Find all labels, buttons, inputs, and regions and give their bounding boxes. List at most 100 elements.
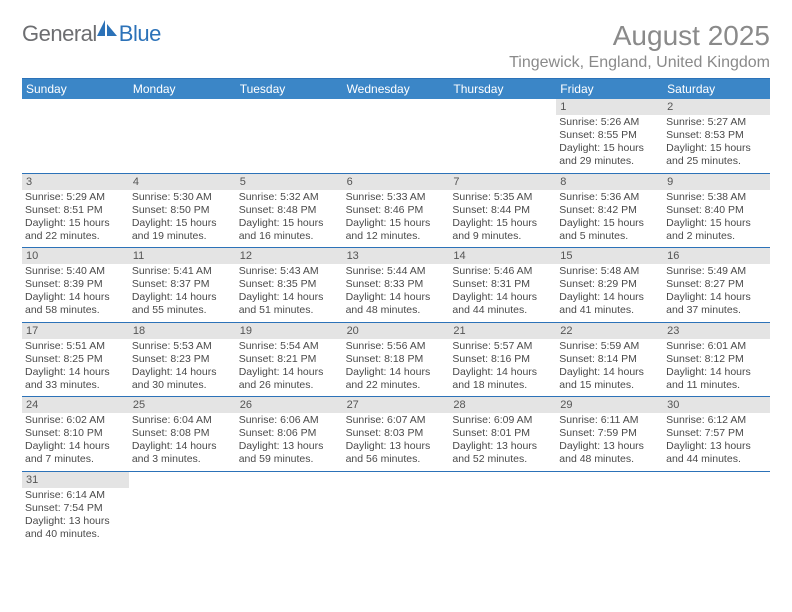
day-body: Sunrise: 5:41 AMSunset: 8:37 PMDaylight:… bbox=[129, 264, 236, 322]
dow-sunday: Sunday bbox=[22, 79, 129, 99]
sunrise-text: Sunrise: 5:49 AM bbox=[666, 265, 767, 278]
sunset-text: Sunset: 8:46 PM bbox=[346, 204, 447, 217]
week-row: 10Sunrise: 5:40 AMSunset: 8:39 PMDayligh… bbox=[22, 248, 770, 323]
day-cell: 30Sunrise: 6:12 AMSunset: 7:57 PMDayligh… bbox=[663, 397, 770, 471]
empty-cell bbox=[556, 472, 663, 546]
sunset-text: Sunset: 8:25 PM bbox=[25, 353, 126, 366]
daylight-text: Daylight: 13 hours and 40 minutes. bbox=[25, 515, 126, 541]
day-cell: 20Sunrise: 5:56 AMSunset: 8:18 PMDayligh… bbox=[343, 323, 450, 397]
day-cell: 15Sunrise: 5:48 AMSunset: 8:29 PMDayligh… bbox=[556, 248, 663, 322]
page-title: August 2025 bbox=[509, 20, 770, 52]
sunrise-text: Sunrise: 5:57 AM bbox=[452, 340, 553, 353]
day-cell: 9Sunrise: 5:38 AMSunset: 8:40 PMDaylight… bbox=[663, 174, 770, 248]
day-body: Sunrise: 6:14 AMSunset: 7:54 PMDaylight:… bbox=[22, 488, 129, 546]
sunrise-text: Sunrise: 5:41 AM bbox=[132, 265, 233, 278]
day-number: 9 bbox=[663, 174, 770, 190]
day-cell: 6Sunrise: 5:33 AMSunset: 8:46 PMDaylight… bbox=[343, 174, 450, 248]
day-cell: 21Sunrise: 5:57 AMSunset: 8:16 PMDayligh… bbox=[449, 323, 556, 397]
daylight-text: Daylight: 14 hours and 33 minutes. bbox=[25, 366, 126, 392]
sunrise-text: Sunrise: 5:54 AM bbox=[239, 340, 340, 353]
sunrise-text: Sunrise: 5:40 AM bbox=[25, 265, 126, 278]
day-number: 17 bbox=[22, 323, 129, 339]
sunrise-text: Sunrise: 5:43 AM bbox=[239, 265, 340, 278]
day-number: 5 bbox=[236, 174, 343, 190]
empty-cell bbox=[663, 472, 770, 546]
day-body: Sunrise: 5:59 AMSunset: 8:14 PMDaylight:… bbox=[556, 339, 663, 397]
day-body: Sunrise: 5:51 AMSunset: 8:25 PMDaylight:… bbox=[22, 339, 129, 397]
sunset-text: Sunset: 8:29 PM bbox=[559, 278, 660, 291]
day-body: Sunrise: 6:01 AMSunset: 8:12 PMDaylight:… bbox=[663, 339, 770, 397]
day-cell: 25Sunrise: 6:04 AMSunset: 8:08 PMDayligh… bbox=[129, 397, 236, 471]
sunset-text: Sunset: 8:50 PM bbox=[132, 204, 233, 217]
daylight-text: Daylight: 14 hours and 44 minutes. bbox=[452, 291, 553, 317]
daylight-text: Daylight: 15 hours and 9 minutes. bbox=[452, 217, 553, 243]
sunrise-text: Sunrise: 6:01 AM bbox=[666, 340, 767, 353]
logo-text-general: General bbox=[22, 21, 97, 47]
daylight-text: Daylight: 15 hours and 2 minutes. bbox=[666, 217, 767, 243]
sunrise-text: Sunrise: 5:32 AM bbox=[239, 191, 340, 204]
day-body: Sunrise: 5:27 AMSunset: 8:53 PMDaylight:… bbox=[663, 115, 770, 173]
day-body: Sunrise: 5:57 AMSunset: 8:16 PMDaylight:… bbox=[449, 339, 556, 397]
daylight-text: Daylight: 15 hours and 25 minutes. bbox=[666, 142, 767, 168]
day-body: Sunrise: 5:44 AMSunset: 8:33 PMDaylight:… bbox=[343, 264, 450, 322]
sunset-text: Sunset: 8:10 PM bbox=[25, 427, 126, 440]
daylight-text: Daylight: 15 hours and 29 minutes. bbox=[559, 142, 660, 168]
daylight-text: Daylight: 14 hours and 55 minutes. bbox=[132, 291, 233, 317]
daylight-text: Daylight: 13 hours and 48 minutes. bbox=[559, 440, 660, 466]
sunset-text: Sunset: 8:33 PM bbox=[346, 278, 447, 291]
daylight-text: Daylight: 14 hours and 48 minutes. bbox=[346, 291, 447, 317]
sunrise-text: Sunrise: 5:38 AM bbox=[666, 191, 767, 204]
day-number: 18 bbox=[129, 323, 236, 339]
day-number: 30 bbox=[663, 397, 770, 413]
dow-saturday: Saturday bbox=[663, 79, 770, 99]
day-body: Sunrise: 5:30 AMSunset: 8:50 PMDaylight:… bbox=[129, 190, 236, 248]
daylight-text: Daylight: 14 hours and 3 minutes. bbox=[132, 440, 233, 466]
daylight-text: Daylight: 13 hours and 56 minutes. bbox=[346, 440, 447, 466]
sunset-text: Sunset: 8:18 PM bbox=[346, 353, 447, 366]
daylight-text: Daylight: 15 hours and 12 minutes. bbox=[346, 217, 447, 243]
location: Tingewick, England, United Kingdom bbox=[509, 54, 770, 72]
day-number: 19 bbox=[236, 323, 343, 339]
sunset-text: Sunset: 8:08 PM bbox=[132, 427, 233, 440]
day-body: Sunrise: 6:11 AMSunset: 7:59 PMDaylight:… bbox=[556, 413, 663, 471]
day-body: Sunrise: 5:36 AMSunset: 8:42 PMDaylight:… bbox=[556, 190, 663, 248]
day-cell: 2Sunrise: 5:27 AMSunset: 8:53 PMDaylight… bbox=[663, 99, 770, 173]
day-cell: 8Sunrise: 5:36 AMSunset: 8:42 PMDaylight… bbox=[556, 174, 663, 248]
sunset-text: Sunset: 8:37 PM bbox=[132, 278, 233, 291]
empty-cell bbox=[236, 99, 343, 173]
sunset-text: Sunset: 8:16 PM bbox=[452, 353, 553, 366]
daylight-text: Daylight: 14 hours and 41 minutes. bbox=[559, 291, 660, 317]
empty-cell bbox=[449, 99, 556, 173]
daylight-text: Daylight: 13 hours and 44 minutes. bbox=[666, 440, 767, 466]
day-number: 1 bbox=[556, 99, 663, 115]
day-body: Sunrise: 5:35 AMSunset: 8:44 PMDaylight:… bbox=[449, 190, 556, 248]
day-number: 26 bbox=[236, 397, 343, 413]
daylight-text: Daylight: 14 hours and 30 minutes. bbox=[132, 366, 233, 392]
day-cell: 12Sunrise: 5:43 AMSunset: 8:35 PMDayligh… bbox=[236, 248, 343, 322]
day-cell: 16Sunrise: 5:49 AMSunset: 8:27 PMDayligh… bbox=[663, 248, 770, 322]
sunrise-text: Sunrise: 5:46 AM bbox=[452, 265, 553, 278]
sunrise-text: Sunrise: 6:04 AM bbox=[132, 414, 233, 427]
day-cell: 4Sunrise: 5:30 AMSunset: 8:50 PMDaylight… bbox=[129, 174, 236, 248]
sunset-text: Sunset: 8:35 PM bbox=[239, 278, 340, 291]
day-cell: 1Sunrise: 5:26 AMSunset: 8:55 PMDaylight… bbox=[556, 99, 663, 173]
sunset-text: Sunset: 8:40 PM bbox=[666, 204, 767, 217]
day-number: 21 bbox=[449, 323, 556, 339]
sunrise-text: Sunrise: 5:56 AM bbox=[346, 340, 447, 353]
daylight-text: Daylight: 14 hours and 51 minutes. bbox=[239, 291, 340, 317]
day-number: 31 bbox=[22, 472, 129, 488]
day-number: 23 bbox=[663, 323, 770, 339]
day-body: Sunrise: 6:12 AMSunset: 7:57 PMDaylight:… bbox=[663, 413, 770, 471]
sunrise-text: Sunrise: 6:07 AM bbox=[346, 414, 447, 427]
week-row: 3Sunrise: 5:29 AMSunset: 8:51 PMDaylight… bbox=[22, 174, 770, 249]
day-body: Sunrise: 6:07 AMSunset: 8:03 PMDaylight:… bbox=[343, 413, 450, 471]
daylight-text: Daylight: 13 hours and 59 minutes. bbox=[239, 440, 340, 466]
day-number: 15 bbox=[556, 248, 663, 264]
sunset-text: Sunset: 8:31 PM bbox=[452, 278, 553, 291]
day-number: 10 bbox=[22, 248, 129, 264]
empty-cell bbox=[22, 99, 129, 173]
week-row: 31Sunrise: 6:14 AMSunset: 7:54 PMDayligh… bbox=[22, 472, 770, 546]
daylight-text: Daylight: 15 hours and 5 minutes. bbox=[559, 217, 660, 243]
sunrise-text: Sunrise: 5:48 AM bbox=[559, 265, 660, 278]
day-number: 25 bbox=[129, 397, 236, 413]
